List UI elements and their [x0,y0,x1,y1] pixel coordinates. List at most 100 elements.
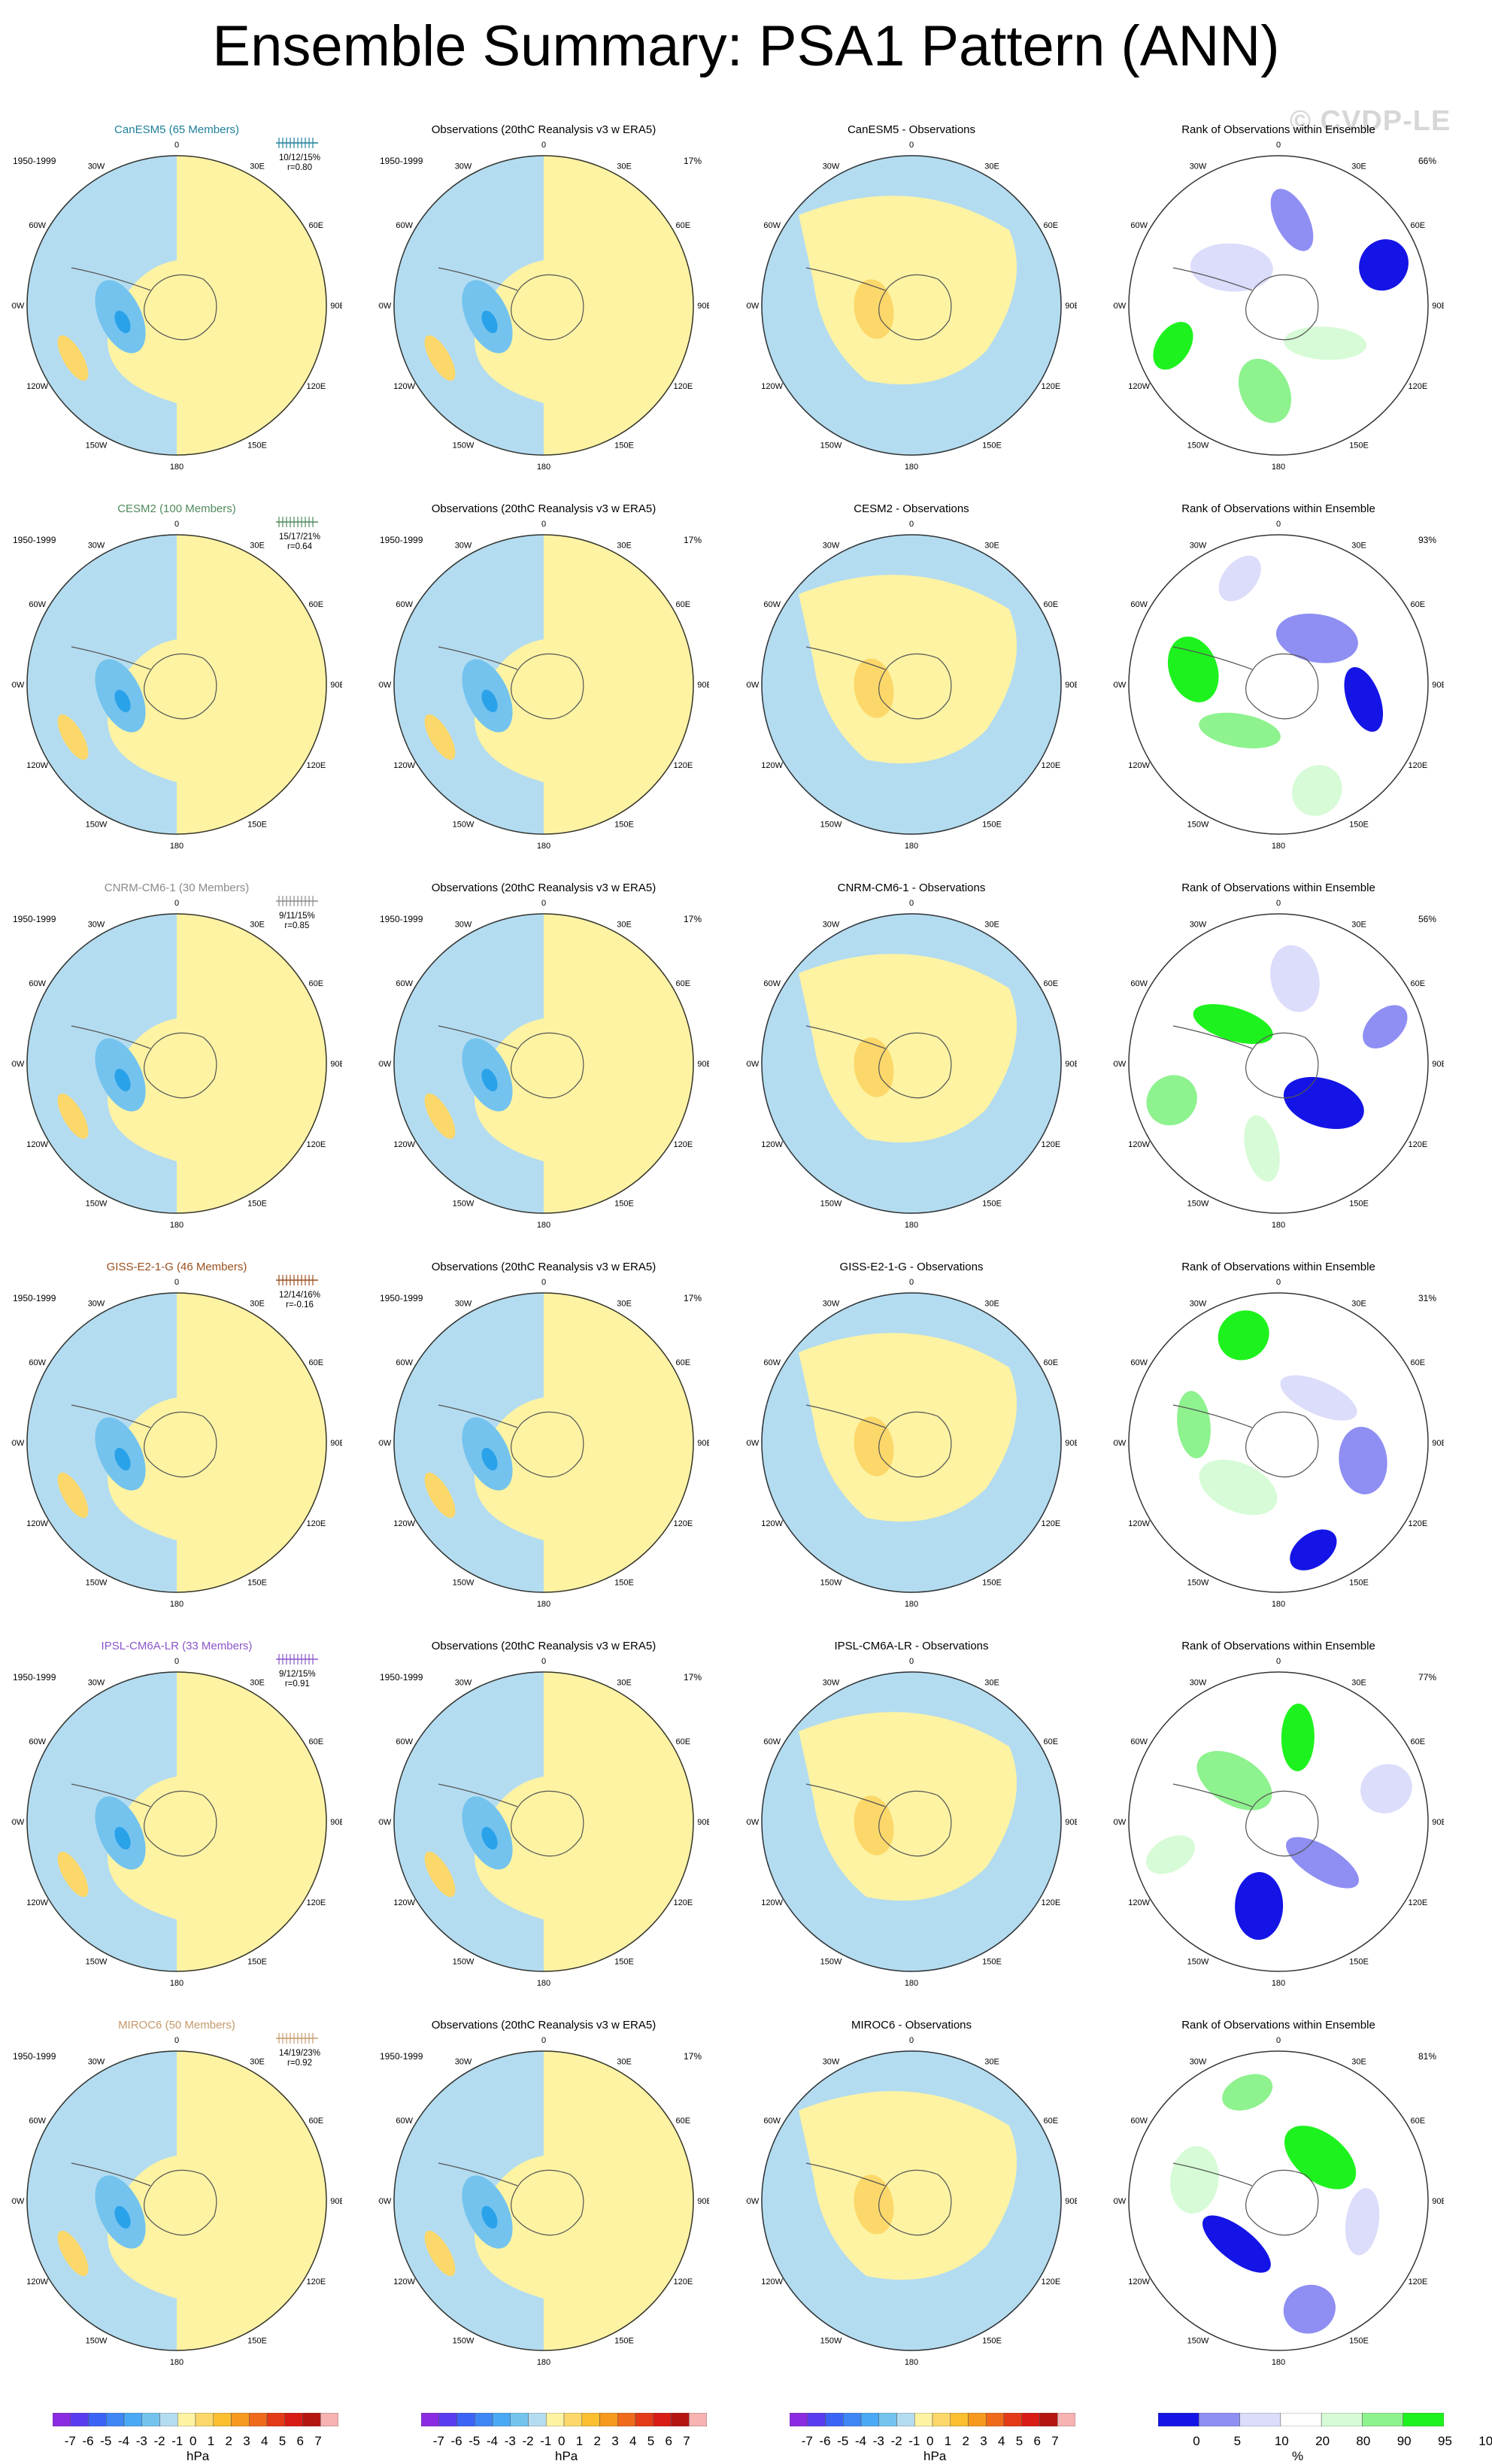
coastline [511,1032,584,1099]
rank-region [1167,636,1219,702]
colorbar-swatch [1157,2412,1199,2427]
map-panel: IPSL-CM6A-LR (33 Members) 1950-1999 9/12/1… [11,1640,342,2008]
lon-label: 150W [820,1957,842,1966]
lon-label: 90E [330,1818,342,1827]
colorbar-swatch [860,2412,879,2427]
map-panel: Observations (20thC Reanalysis v3 w ERA5… [378,1261,709,1629]
explained-variance: 17% [683,535,702,545]
lon-label: 180 [905,2358,918,2367]
contour-region [57,1851,89,1898]
colorbar-swatch [932,2412,951,2427]
colorbar-tick-label: 2 [593,2434,601,2448]
rank-region [1344,667,1384,732]
panel-title: IPSL-CM6A-LR - Observations [834,1640,989,1652]
stats-line: r=0.91 [284,1680,310,1689]
colorbar-tick-label: -4 [118,2434,130,2448]
lon-label: 150E [614,1957,634,1966]
contour-region [424,2230,456,2277]
lon-label: 60W [1130,221,1148,230]
stats-line: r=-0.16 [286,1300,314,1309]
lon-label: 120E [1041,1140,1060,1149]
lon-label: 30W [88,162,105,171]
ensemble-stats: 15/17/21% r=0.64 [279,533,320,552]
lon-label: 120E [673,382,693,391]
lon-label: 30E [250,162,265,171]
contour-region [481,690,498,712]
colorbar-swatch [528,2412,547,2427]
lon-label: 90W [746,302,760,311]
panel-title: GISS-E2-1-G - Observations [839,1261,984,1273]
map-panel: IPSL-CM6A-LR - Observations 0 30E 60E 90E 120… [746,1640,1077,2008]
coastline [144,1411,217,1478]
lon-label: 150E [614,2336,634,2345]
lon-label: 60E [1044,979,1059,988]
map-panel: CESM2 (100 Members) 1950-1999 15/17/21% r=0… [11,502,342,871]
colorbar-swatch [510,2412,529,2427]
lon-label: 150E [614,1578,634,1587]
map-panel: Observations (20thC Reanalysis v3 w ERA5… [378,2019,709,2387]
lon-label: 60E [676,1358,691,1367]
lon-label: 90W [746,1818,760,1827]
colorbar-tick-label: 6 [1033,2434,1041,2448]
lon-label: 90W [11,1818,25,1827]
contour-region [114,690,131,712]
lon-label: 30W [823,1679,840,1688]
contour-region [57,2230,89,2277]
lon-label: 0 [1276,1657,1281,1666]
lon-label: 150W [820,1199,842,1208]
lon-label: 60W [396,2117,413,2126]
map-panel: GISS-E2-1-G (46 Members) 1950-1999 12/14/1… [11,1261,342,1629]
coastline [144,1790,217,1857]
lon-label: 150E [247,2336,267,2345]
lon-label: 60W [763,1358,781,1367]
lon-label: 120W [1128,1140,1150,1149]
ensemble-stats: 14/19/23% r=0.92 [279,2049,320,2068]
colorbar-swatch [843,2412,862,2427]
lon-label: 60E [676,2117,691,2126]
lon-label: 180 [905,842,918,851]
lon-label: 0 [541,1657,546,1666]
map-panel: CNRM-CM6-1 (30 Members) 1950-1999 9/11/15%… [11,882,342,1250]
lon-label: 30E [617,2058,632,2067]
colorbar-tick-label: 2 [225,2434,232,2448]
colorbar-swatches [420,2412,708,2427]
colorbar-swatch [581,2412,600,2427]
lon-label: 120E [1041,1898,1060,1907]
lon-label: 120E [1041,1519,1060,1528]
lon-label: 120E [306,1140,326,1149]
lon-label: 120E [1041,2277,1060,2286]
lon-label: 150W [1187,1957,1209,1966]
colorbar-swatches [1157,2412,1445,2427]
map-panel: Observations (20thC Reanalysis v3 w ERA5… [378,123,709,492]
period-label: 1950-1999 [13,1672,56,1683]
lon-label: 120W [761,1898,783,1907]
polar-map: 0 30E 60E 90E 120E 150E 180 150W 120W 90W 60W 30W [1113,1278,1444,1609]
lon-label: 60E [309,600,324,609]
colorbar-swatch [1021,2412,1040,2427]
map-panel: Rank of Observations within Ensemble 31% 0… [1113,1261,1444,1629]
colorbar-tick-label: 80 [1356,2434,1371,2448]
rank-region [1235,1872,1284,1941]
lon-label: 90E [330,302,342,311]
lon-label: 120W [393,1519,415,1528]
contour-region [114,1069,131,1091]
rank-region [1202,2215,1271,2273]
colorbar-swatch [1057,2412,1076,2427]
lon-label: 90E [1432,1060,1444,1069]
colorbar-swatch [968,2412,987,2427]
colorbar-swatch [159,2412,178,2427]
colorbar-swatch [1003,2412,1022,2427]
lon-label: 60E [676,1737,691,1746]
contour-region [114,311,131,333]
map-panel: Observations (20thC Reanalysis v3 w ERA5… [378,882,709,1250]
colorbar-swatch [689,2412,708,2427]
lon-label: 150W [1187,1199,1209,1208]
lon-label: 0 [174,899,179,908]
polar-map: 0 30E 60E 90E 120E 150E 180 150W 120W 90W 60W 30W [746,1278,1077,1609]
period-label: 1950-1999 [380,1293,423,1303]
map-panel: Rank of Observations within Ensemble 66% 0… [1113,123,1444,492]
lon-label: 60W [763,2117,781,2126]
rank-region [1190,243,1273,292]
lon-label: 90E [1432,302,1444,311]
colorbar-swatch [671,2412,690,2427]
